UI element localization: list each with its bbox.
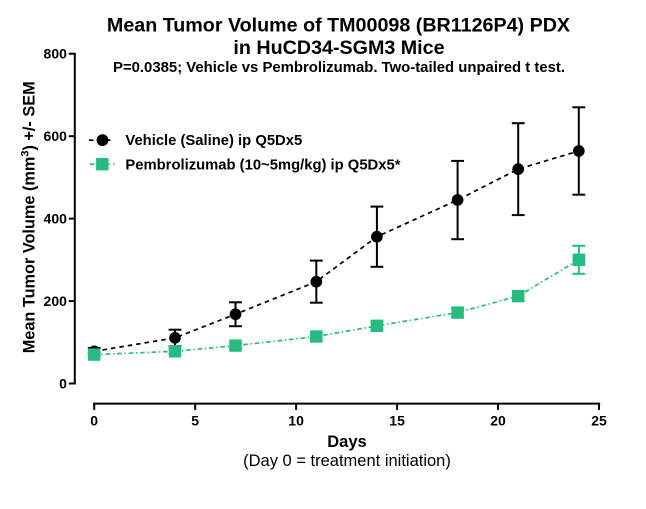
svg-text:15: 15 (389, 413, 405, 429)
svg-text:0: 0 (90, 413, 98, 429)
svg-text:5: 5 (191, 413, 199, 429)
svg-text:600: 600 (44, 128, 68, 144)
svg-text:200: 200 (44, 293, 68, 309)
svg-text:400: 400 (44, 211, 68, 227)
svg-text:0: 0 (59, 376, 67, 392)
svg-text:20: 20 (490, 413, 506, 429)
svg-text:Pembrolizumab (10~5mg/kg) ip Q: Pembrolizumab (10~5mg/kg) ip Q5Dx5* (125, 157, 400, 173)
svg-text:Days: Days (327, 433, 366, 451)
svg-text:P=0.0385; Vehicle vs Pembroliz: P=0.0385; Vehicle vs Pembrolizumab. Two-… (113, 60, 565, 76)
svg-text:Mean Tumor Volume (mm3) +/- SE: Mean Tumor Volume (mm3) +/- SEM (20, 81, 39, 353)
svg-text:Vehicle (Saline) ip Q5Dx5: Vehicle (Saline) ip Q5Dx5 (125, 133, 302, 149)
svg-text:Mean Tumor Volume of TM00098 (: Mean Tumor Volume of TM00098 (BR1126P4) … (107, 14, 570, 36)
svg-text:(Day 0 = treatment initiation): (Day 0 = treatment initiation) (243, 452, 451, 470)
svg-text:25: 25 (591, 413, 607, 429)
svg-text:in HuCD34-SGM3 Mice: in HuCD34-SGM3 Mice (233, 37, 444, 59)
svg-text:10: 10 (288, 413, 304, 429)
svg-text:800: 800 (44, 46, 68, 62)
